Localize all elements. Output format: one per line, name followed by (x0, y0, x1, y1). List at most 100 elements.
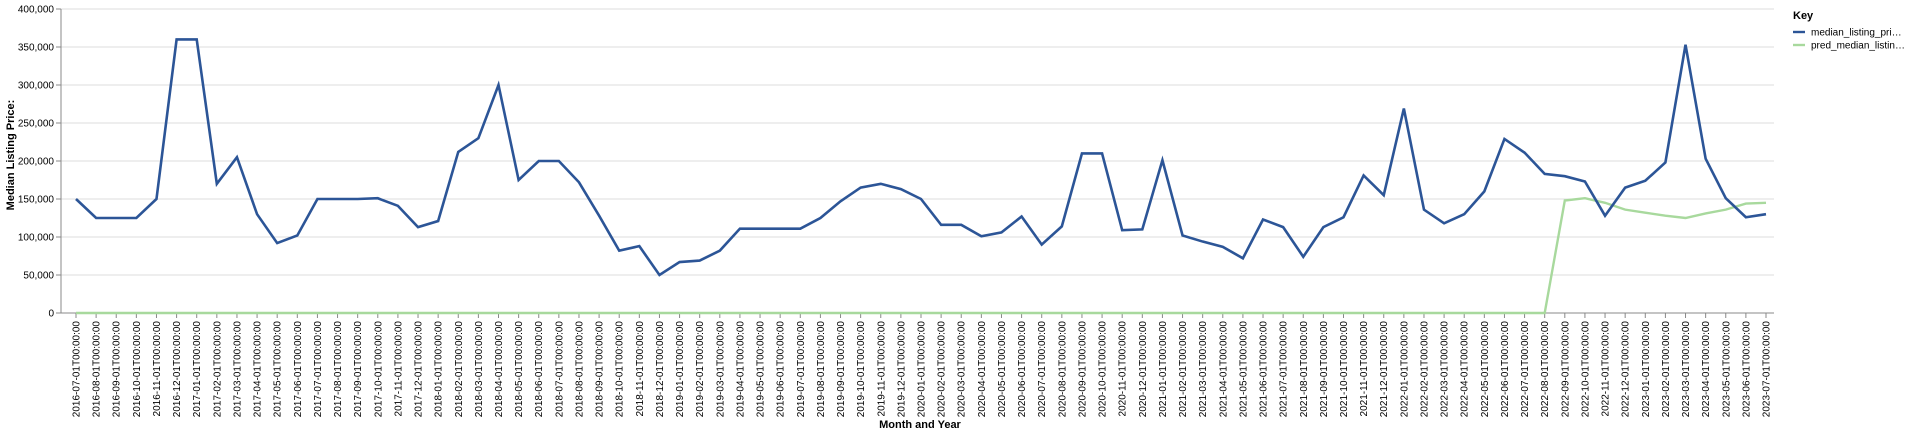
x-tick-label: 2020-12-01T00:00:00 (1138, 321, 1149, 418)
series-line-2 (76, 197, 1767, 315)
x-tick-label: 2021-01-01T00:00:00 (1158, 321, 1169, 418)
y-axis: 0 50,000 100,000 150,000 200,000 250,000 300,0… (18, 5, 62, 320)
x-tick-label: 2019-04-01T00:00:00 (735, 321, 746, 418)
x-tick-label: 2023-02-01T00:00:00 (1661, 321, 1672, 418)
x-tick-label: 2017-08-01T00:00:00 (333, 321, 344, 418)
x-tick-label: 2018-09-01T00:00:00 (595, 321, 606, 418)
x-tick-label: 2018-10-01T00:00:00 (615, 321, 626, 418)
x-tick-label: 2019-05-01T00:00:00 (756, 321, 767, 418)
x-tick-label: 2020-10-01T00:00:00 (1098, 321, 1109, 418)
x-tick-label: 2017-06-01T00:00:00 (293, 321, 304, 418)
x-tick-label: 2018-04-01T00:00:00 (494, 321, 505, 418)
x-tick-label: 2022-03-01T00:00:00 (1440, 321, 1451, 418)
x-tick-label: 2020-06-01T00:00:00 (1017, 321, 1028, 418)
x-tick-label: 2017-12-01T00:00:00 (414, 321, 425, 418)
x-tick-label: 2018-05-01T00:00:00 (514, 321, 525, 418)
x-tick-label: 2020-04-01T00:00:00 (977, 321, 988, 418)
x-tick-label: 2020-03-01T00:00:00 (957, 321, 968, 418)
x-tick-label: 2017-01-01T00:00:00 (192, 321, 203, 418)
x-tick-label: 2019-03-01T00:00:00 (715, 321, 726, 418)
x-axis: 2016-07-01T00:00:00 2016-08-01T00:00:00 20… (61, 312, 1774, 418)
x-tick-label: 2020-01-01T00:00:00 (917, 321, 928, 418)
x-tick-label: 2017-03-01T00:00:00 (232, 321, 243, 418)
series-line-1 (75, 38, 1767, 277)
x-tick-label: 2022-02-01T00:00:00 (1419, 321, 1430, 418)
x-tick-label: 2019-06-01T00:00:00 (776, 321, 787, 418)
x-tick-label: 2022-11-01T00:00:00 (1601, 321, 1612, 417)
x-tick-label: 2021-11-01T00:00:00 (1359, 321, 1370, 417)
x-tick-label: 2016-12-01T00:00:00 (172, 321, 183, 418)
x-tick-label: 2021-03-01T00:00:00 (1198, 321, 1209, 418)
y-tick-label: 50,000 (23, 271, 54, 282)
x-tick-label: 2017-04-01T00:00:00 (253, 321, 264, 418)
series-lines (75, 38, 1767, 315)
legend-title: Key (1793, 10, 1814, 22)
x-tick-label: 2019-07-01T00:00:00 (796, 321, 807, 418)
x-axis-title: Month and Year (879, 419, 961, 431)
x-tick-label: 2022-09-01T00:00:00 (1560, 321, 1571, 418)
y-axis-title: Median Listing Price: (5, 100, 17, 211)
x-tick-label: 2023-03-01T00:00:00 (1681, 321, 1692, 418)
x-tick-label: 2017-07-01T00:00:00 (313, 321, 324, 418)
x-tick-label: 2016-11-01T00:00:00 (152, 321, 163, 417)
x-tick-label: 2016-07-01T00:00:00 (72, 321, 83, 418)
x-tick-label: 2018-06-01T00:00:00 (534, 321, 545, 418)
x-tick-label: 2021-05-01T00:00:00 (1238, 321, 1249, 418)
gridlines (61, 8, 1774, 314)
x-tick-label: 2022-12-01T00:00:00 (1621, 321, 1632, 418)
x-tick-label: 2020-02-01T00:00:00 (937, 321, 948, 418)
x-tick-label: 2020-07-01T00:00:00 (1037, 321, 1048, 418)
x-tick-label: 2018-01-01T00:00:00 (434, 321, 445, 418)
x-tick-label: 2019-02-01T00:00:00 (695, 321, 706, 418)
y-tick-label: 0 (48, 309, 54, 320)
x-tick-label: 2020-08-01T00:00:00 (1057, 321, 1068, 418)
x-tick-label: 2017-09-01T00:00:00 (353, 321, 364, 418)
y-tick-label: 100,000 (18, 233, 55, 244)
x-tick-label: 2018-02-01T00:00:00 (454, 321, 465, 418)
x-tick-label: 2019-11-01T00:00:00 (876, 321, 887, 417)
x-tick-label: 2021-04-01T00:00:00 (1218, 321, 1229, 418)
x-tick-label: 2017-05-01T00:00:00 (273, 321, 284, 418)
x-tick-label: 2022-04-01T00:00:00 (1460, 321, 1471, 418)
x-tick-label: 2018-12-01T00:00:00 (655, 321, 666, 418)
x-tick-label: 2022-07-01T00:00:00 (1520, 321, 1531, 418)
x-tick-label: 2020-11-01T00:00:00 (1118, 321, 1129, 417)
x-tick-label: 2017-02-01T00:00:00 (212, 321, 223, 418)
y-tick-label: 150,000 (18, 195, 55, 206)
x-tick-label: 2019-01-01T00:00:00 (675, 321, 686, 418)
x-tick-label: 2018-07-01T00:00:00 (554, 321, 565, 418)
x-tick-label: 2021-08-01T00:00:00 (1299, 321, 1310, 418)
x-tick-label: 2019-12-01T00:00:00 (896, 321, 907, 418)
x-tick-label: 2021-09-01T00:00:00 (1319, 321, 1330, 418)
x-tick-label: 2021-10-01T00:00:00 (1339, 321, 1350, 418)
x-tick-label: 2023-06-01T00:00:00 (1741, 321, 1752, 418)
x-tick-label: 2022-01-01T00:00:00 (1399, 321, 1410, 418)
legend-label: pred_median_listin… (1811, 41, 1905, 52)
y-tick-label: 300,000 (18, 81, 55, 92)
x-tick-label: 2019-08-01T00:00:00 (816, 321, 827, 418)
x-tick-label: 2019-10-01T00:00:00 (856, 321, 867, 418)
x-tick-label: 2023-05-01T00:00:00 (1721, 321, 1732, 418)
x-tick-label: 2018-11-01T00:00:00 (635, 321, 646, 417)
x-tick-label: 2021-02-01T00:00:00 (1178, 321, 1189, 418)
x-tick-label: 2023-04-01T00:00:00 (1701, 321, 1712, 418)
x-tick-label: 2022-10-01T00:00:00 (1580, 321, 1591, 418)
x-tick-label: 2020-05-01T00:00:00 (997, 321, 1008, 418)
y-tick-label: 350,000 (18, 43, 55, 54)
legend-label: median_listing_pri… (1811, 28, 1902, 39)
legend: Key median_listing_pri… pred_median_listi… (1793, 10, 1905, 52)
x-tick-label: 2022-06-01T00:00:00 (1500, 321, 1511, 418)
x-tick-label: 2016-08-01T00:00:00 (92, 321, 103, 418)
y-tick-label: 250,000 (18, 119, 55, 130)
x-tick-label: 2017-11-01T00:00:00 (393, 321, 404, 417)
y-tick-label: 200,000 (18, 157, 55, 168)
x-tick-label: 2018-03-01T00:00:00 (474, 321, 485, 418)
x-tick-label: 2022-08-01T00:00:00 (1540, 321, 1551, 418)
x-tick-label: 2020-09-01T00:00:00 (1077, 321, 1088, 418)
x-tick-label: 2016-10-01T00:00:00 (132, 321, 143, 418)
x-tick-label: 2021-06-01T00:00:00 (1259, 321, 1270, 418)
x-tick-label: 2021-07-01T00:00:00 (1279, 321, 1290, 418)
x-tick-label: 2022-05-01T00:00:00 (1480, 321, 1491, 418)
y-tick-label: 400,000 (18, 5, 55, 16)
